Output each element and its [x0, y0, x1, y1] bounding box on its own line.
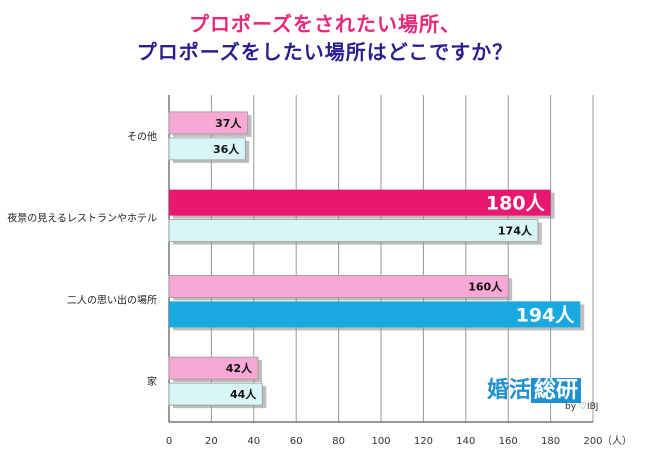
- category-label: 夜景の見えるレストランやホテル: [7, 212, 157, 225]
- data-label: 174人: [498, 224, 533, 238]
- chart-title-line2: プロポーズをしたい場所はどこですか？: [136, 40, 514, 64]
- logo-byline: by ♡IBJ: [565, 402, 599, 412]
- bar-receive: [168, 274, 509, 298]
- konkatsu-soken-logo: 婚活 総研 by ♡IBJ: [487, 372, 598, 412]
- data-label: 180人: [486, 193, 546, 215]
- chart-title-line1: プロポーズをされたい場所、: [189, 12, 461, 36]
- x-tick-label: 180: [541, 436, 560, 447]
- data-label: 44人: [230, 387, 257, 401]
- data-label: 36人: [213, 142, 240, 156]
- bar-receive: [168, 356, 259, 380]
- bar-give: [168, 137, 246, 161]
- x-tick-label: 80: [332, 436, 345, 447]
- logo-text-b: 総研: [531, 378, 582, 403]
- data-label: 42人: [226, 361, 253, 375]
- category-label: その他: [127, 130, 157, 143]
- logo-text-a: 婚活: [487, 378, 532, 403]
- x-tick-label: 0: [166, 436, 172, 447]
- data-label: 194人: [516, 304, 576, 326]
- x-tick-label: 140: [456, 436, 475, 447]
- bar-give: [168, 382, 263, 406]
- bar-give: [169, 301, 581, 328]
- x-unit-label: （人）: [602, 435, 632, 447]
- x-tick-label: 200: [583, 436, 602, 447]
- category-label: 家: [147, 375, 157, 388]
- bar-receive: [169, 189, 551, 216]
- x-tick-label: 40: [247, 436, 260, 447]
- x-tick-label: 60: [290, 436, 303, 447]
- x-tick-label: 100: [371, 436, 390, 447]
- x-tick-label: 120: [414, 436, 433, 447]
- x-tick-label: 20: [205, 436, 218, 447]
- data-label: 160人: [468, 279, 503, 293]
- x-tick-label: 160: [499, 436, 518, 447]
- bar-receive: [168, 111, 248, 135]
- data-label: 37人: [215, 116, 242, 130]
- category-label: 二人の思い出の場所: [67, 293, 157, 306]
- bar-give: [168, 219, 539, 243]
